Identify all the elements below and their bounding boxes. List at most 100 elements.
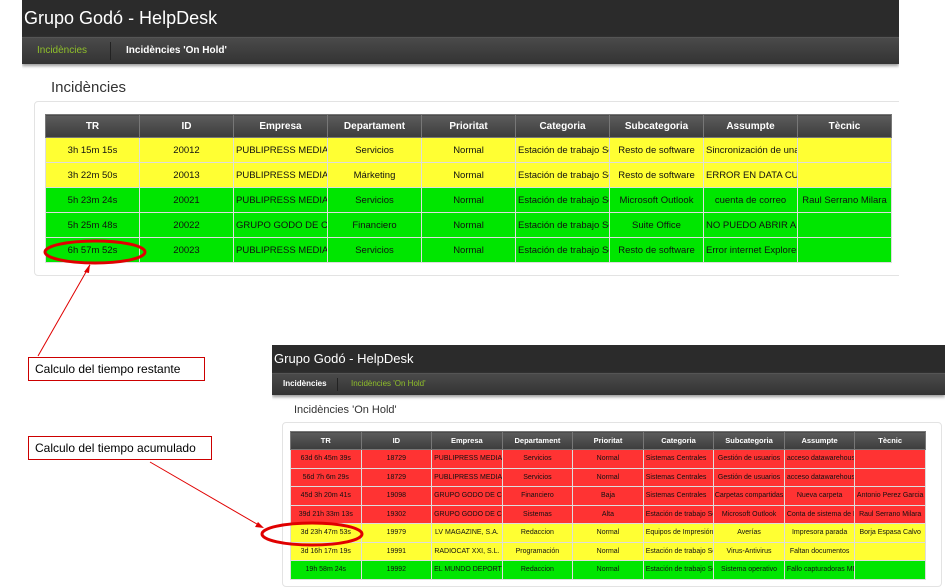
table-cell: Baja [572,486,644,506]
table-row[interactable]: 63d 6h 45m 39s 18729 PUBLIPRESS MEDIA, : Se… [290,449,926,469]
nav-on-hold[interactable]: Incidències 'On Hold' [351,379,426,388]
column-header[interactable]: ID [360,431,433,450]
table-cell: PUBLIPRESS MEDIA, : [431,449,503,469]
table-row[interactable]: 19h 58m 24s 19992 EL MUNDO DEPORTIV Redacci… [290,560,926,580]
nav-incidencies[interactable]: Incidències [37,45,88,56]
table-cell: 20021 [139,187,234,213]
table-cell: Suite Office [609,212,704,238]
column-header[interactable]: Empresa [431,431,503,450]
table-cell: PUBLIPRESS MEDIA, : [233,137,328,163]
table-cell: Equipos de Impresión [642,523,715,543]
column-header[interactable]: Tècnic [797,114,892,138]
table-cell: Sistema operativo [713,560,785,580]
table-cell: LV MAGAZINE, S.A. [431,523,503,543]
table-row[interactable]: 5h 25m 48s 20022 GRUPO GODO DE CO Financier… [45,212,892,238]
column-header[interactable]: Subcategoria [713,431,785,450]
table-cell: Estación de trabajo So [515,212,610,238]
table-cell: Resto de software [609,237,704,263]
page-title: Incidències [51,79,127,96]
column-header[interactable]: Departament [501,431,574,450]
table-cell [797,137,892,163]
table-cell: 6h 57m 52s [45,237,140,263]
table-cell: Redaccion [501,523,574,543]
annotation-accumulated-time: Calculo del tiempo acumulado [28,436,212,460]
table-row[interactable]: 45d 3h 20m 41s 19098 GRUPO GODO DE CO Finan… [290,486,926,506]
table-cell: Normal [421,212,516,238]
column-header[interactable]: Assumpte [783,431,856,450]
table-cell: 19h 58m 24s [290,560,362,580]
table-cell: Normal [572,541,644,561]
column-header[interactable]: Tècnic [854,431,926,450]
table-cell: PUBLIPRESS MEDIA, : [233,187,328,213]
table-cell: Fallo capturadoras MD [783,560,856,580]
table-cell: Borja Espasa Calvo [854,523,926,543]
nav-incidencies[interactable]: Incidències [283,379,327,388]
table-cell: PUBLIPRESS MEDIA, : [233,162,328,188]
column-header[interactable]: Categoria [642,431,715,450]
table-cell: 39d 21h 33m 13s [290,504,362,524]
table-row[interactable]: 3d 16h 17m 19s 19991 RADIOCAT XXI, S.L. Pro… [290,541,926,561]
column-header[interactable]: Categoria [515,114,610,138]
table-cell: Resto de software [609,162,704,188]
table-cell [854,560,926,580]
table-row[interactable]: 39d 21h 33m 13s 19302 GRUPO GODO DE CO Sist… [290,504,926,524]
table-cell: Normal [421,137,516,163]
table-cell: Servicios [327,237,422,263]
column-header[interactable]: TR [45,114,140,138]
table-row[interactable]: 3h 22m 50s 20013 PUBLIPRESS MEDIA, : Márket… [45,162,892,188]
table-header-row: TR ID Empresa Departament Prioritat Categoria… [45,114,892,138]
column-header[interactable]: Departament [327,114,422,138]
table-cell: Averías [713,523,785,543]
column-header[interactable]: ID [139,114,234,138]
column-header[interactable]: Assumpte [703,114,798,138]
column-header[interactable]: TR [290,431,362,450]
table-cell: Alta [572,504,644,524]
table-cell: Virus-Antivirus [713,541,785,561]
table-cell: RADIOCAT XXI, S.L. [431,541,503,561]
nav-bar: Incidències Incidències 'On Hold' [22,37,899,64]
table-row[interactable]: 3h 15m 15s 20012 PUBLIPRESS MEDIA, : Servic… [45,137,892,163]
table-cell: 5h 23m 24s [45,187,140,213]
table-cell: 19302 [360,504,433,524]
app-header: Grupo Godó - HelpDesk [22,0,899,37]
table-cell: cuenta de correo [703,187,798,213]
table-cell: Servicios [501,449,574,469]
table-cell: Estación de trabajo So [515,137,610,163]
column-header[interactable]: Prioritat [572,431,644,450]
nav-on-hold[interactable]: Incidències 'On Hold' [126,45,227,56]
table-cell: 19098 [360,486,433,506]
arrow-head-accumulated [255,522,264,528]
table-cell: Normal [421,237,516,263]
column-header[interactable]: Subcategoria [609,114,704,138]
table-cell: 19979 [360,523,433,543]
table-cell: Conta de sistema de F [783,504,856,524]
table-cell: Sistemas Centrales [642,449,715,469]
incidents-table: TR ID Empresa Departament Prioritat Categoria… [45,114,892,263]
table-cell: 19991 [360,541,433,561]
table-cell: Servicios [327,137,422,163]
column-header[interactable]: Prioritat [421,114,516,138]
table-cell: Programación [501,541,574,561]
table-cell: 20022 [139,212,234,238]
table-row[interactable]: 5h 23m 24s 20021 PUBLIPRESS MEDIA, : Servic… [45,187,892,213]
table-cell: Sincronización de una [703,137,798,163]
table-cell: Raul Serrano Milara [797,187,892,213]
table-row[interactable]: 3d 23h 47m 53s 19979 LV MAGAZINE, S.A. Reda… [290,523,926,543]
table-cell: 20023 [139,237,234,263]
table-cell: Microsoft Outlook [713,504,785,524]
table-cell: Financiero [501,486,574,506]
annotation-remaining-time: Calculo del tiempo restante [28,357,205,381]
table-cell: 18729 [360,449,433,469]
table-cell: Sistemas [501,504,574,524]
table-cell [797,212,892,238]
table-cell: Estación de trabajo So [515,162,610,188]
table-cell: Estación de trabajo So [642,560,715,580]
table-cell: 20013 [139,162,234,188]
table-cell: Sistemas Centrales [642,467,715,487]
table-row[interactable]: 56d 7h 6m 29s 18729 PUBLIPRESS MEDIA, : Ser… [290,467,926,487]
table-row[interactable]: 6h 57m 52s 20023 PUBLIPRESS MEDIA, : Servic… [45,237,892,263]
column-header[interactable]: Empresa [233,114,328,138]
incidencies-screenshot: Grupo Godó - HelpDesk Incidències Incidè… [22,0,899,283]
table-cell: Normal [572,560,644,580]
table-cell: Gestión de usuarios [713,467,785,487]
